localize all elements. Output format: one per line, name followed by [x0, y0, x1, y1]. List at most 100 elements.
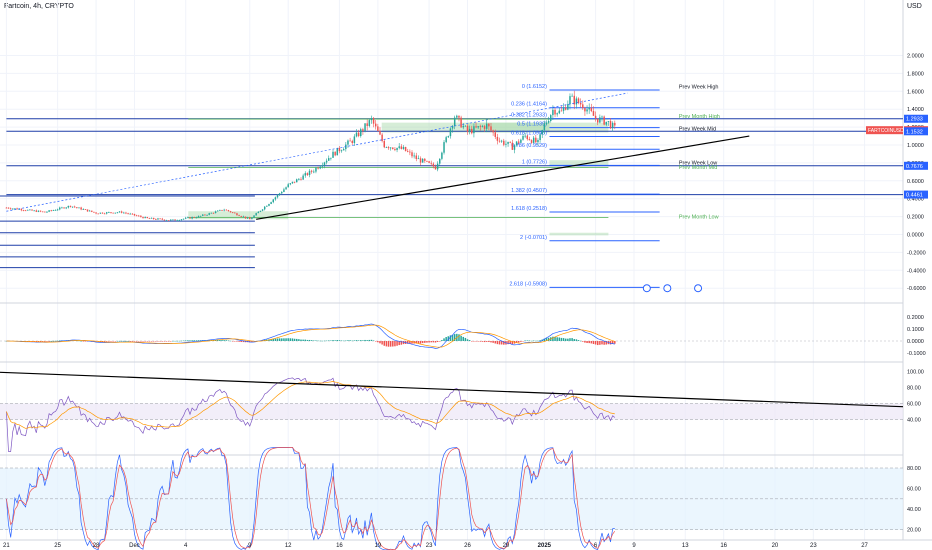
price-axis[interactable]: 2.00001.80001.60001.40001.20001.00000.80…: [904, 54, 928, 534]
macd-histogram-bar: [460, 335, 462, 341]
axis-price-badge-label: 0.4461: [906, 193, 923, 199]
macd-histogram-bar: [176, 340, 178, 342]
candle-body: [315, 167, 317, 172]
indicator-tick-label: 40.00: [907, 418, 921, 424]
stoch-rsi-pane[interactable]: [0, 447, 903, 550]
candle-body: [266, 205, 268, 207]
macd-histogram-bar: [611, 341, 614, 344]
candle-body: [80, 207, 82, 210]
macd-histogram-bar: [362, 340, 364, 341]
candle-body: [48, 210, 50, 212]
candle-body: [507, 141, 509, 144]
candle-body: [338, 147, 341, 152]
candle-body: [193, 217, 196, 218]
candle-body: [513, 145, 516, 150]
candle-body: [364, 123, 366, 131]
candle-body: [140, 215, 142, 217]
price-tick-label: 0.4000: [907, 197, 924, 203]
candle-body: [302, 175, 304, 180]
macd-histogram-bar: [535, 340, 537, 342]
candle-body: [475, 126, 477, 128]
candle-body: [114, 212, 117, 214]
trend-line: [256, 135, 750, 220]
macd-histogram-bar: [308, 339, 311, 341]
macd-histogram-bar: [321, 340, 324, 342]
macd-histogram-bar: [475, 341, 477, 342]
candle-body: [573, 95, 575, 105]
time-tick-label: 16: [336, 543, 343, 549]
candle-body: [170, 219, 172, 221]
macd-histogram-bar: [332, 340, 334, 341]
candle-body: [340, 150, 343, 152]
candle-body: [172, 219, 174, 221]
candle-body: [78, 207, 80, 209]
macd-histogram-bar: [189, 340, 191, 341]
time-tick-label: 13: [682, 543, 689, 549]
candle-body: [528, 139, 531, 141]
macd-histogram-bar: [152, 341, 155, 342]
candle-body: [439, 158, 441, 164]
macd-histogram-bar: [532, 340, 535, 342]
macd-histogram-bar: [150, 341, 153, 342]
candle-body: [443, 142, 445, 153]
macd-histogram-bar: [340, 340, 343, 341]
macd-histogram-bar: [118, 340, 121, 342]
axis-price-badge: [904, 114, 928, 123]
level-label: Prev Week Mid: [679, 127, 716, 133]
candle-body: [377, 126, 379, 132]
price-tick-label: -0.2000: [907, 250, 926, 256]
candle-body: [272, 199, 274, 203]
macd-histogram-bar: [31, 341, 33, 342]
candle-body: [208, 213, 210, 215]
candle-body: [400, 146, 403, 149]
indicator-tick-label: 60.00: [907, 402, 921, 408]
candle-body: [387, 147, 390, 149]
candle-body: [588, 107, 590, 110]
macd-histogram-bar: [409, 341, 411, 344]
candle-body: [88, 210, 91, 212]
macd-histogram-bar: [144, 341, 146, 342]
candle-body: [406, 151, 409, 152]
candle-body: [281, 192, 283, 194]
macd-pane[interactable]: [0, 323, 903, 349]
macd-histogram-bar: [355, 340, 358, 341]
candle-body: [558, 110, 561, 114]
candle-body: [379, 131, 381, 135]
macd-histogram-bar: [567, 338, 569, 341]
time-tick-label: 19: [375, 543, 382, 549]
macd-histogram-bar: [125, 340, 127, 342]
macd-histogram-bar: [287, 338, 289, 341]
candle-body: [381, 134, 383, 142]
candle-body: [54, 209, 57, 211]
macd-histogram-bar: [522, 341, 524, 342]
macd-histogram-bar: [415, 341, 418, 344]
macd-histogram-bar: [78, 340, 80, 342]
level-label: Prev Week High: [679, 85, 719, 91]
macd-histogram-bar: [223, 340, 225, 341]
candle-body: [27, 209, 29, 211]
candle-body: [35, 210, 38, 212]
macd-histogram-bar: [507, 341, 509, 345]
macd-histogram-bar: [180, 340, 183, 342]
macd-histogram-bar: [48, 341, 50, 342]
time-tick-label: 21: [3, 543, 10, 549]
macd-histogram-bar: [300, 339, 302, 341]
macd-histogram-bar: [494, 341, 497, 344]
time-axis[interactable]: 21 25 28 Dec 4 9 12 16 19 23 26 29 2025 6 9 13 16 20 23 27: [3, 543, 869, 549]
rsi-pane[interactable]: [0, 371, 904, 452]
fib-level-label: 2 (-0.0701): [520, 235, 547, 241]
candle-body: [12, 208, 14, 210]
macd-histogram-bar: [509, 341, 511, 344]
macd-histogram-bar: [302, 339, 304, 341]
candle-body: [468, 128, 471, 132]
grid-lines: [0, 0, 903, 540]
candle-body: [39, 210, 42, 212]
fib-level-label: 1 (0.7726): [522, 159, 547, 165]
candle-body: [496, 136, 499, 141]
candle-body: [131, 213, 134, 215]
price-pane[interactable]: 0 (1.6152) 0.236 (1.4164) 0.382 (1.2933) 0.…: [0, 84, 904, 293]
macd-histogram-bar: [33, 341, 35, 342]
candle-body: [116, 212, 119, 214]
candle-body: [330, 157, 332, 159]
